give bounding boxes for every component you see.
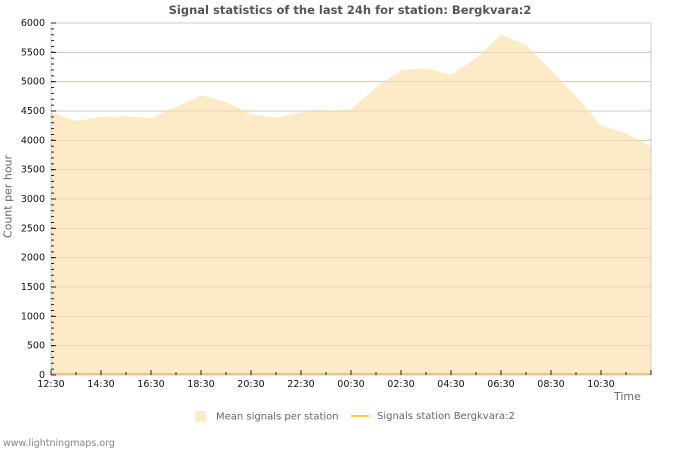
svg-text:18:30: 18:30 [187,379,214,390]
svg-text:04:30: 04:30 [437,379,464,390]
svg-text:3500: 3500 [21,165,45,176]
mean-signals-area [51,34,651,375]
legend-label-station: Signals station Bergkvara:2 [377,411,515,422]
line-swatch-icon [351,415,369,417]
svg-text:2500: 2500 [21,223,45,234]
svg-text:3000: 3000 [21,194,45,205]
x-axis-label: Time [614,390,641,403]
svg-text:1000: 1000 [21,311,45,322]
svg-text:2000: 2000 [21,253,45,264]
svg-text:20:30: 20:30 [237,379,264,390]
y-axis-ticks: 0 500 1000 1500 2000 2500 3000 3500 4000 4500 5000… [21,18,56,381]
y-axis-label: Count per hour [1,154,15,239]
svg-text:500: 500 [27,341,45,352]
svg-text:22:30: 22:30 [287,379,314,390]
svg-text:4500: 4500 [21,106,45,117]
svg-text:0: 0 [39,370,45,381]
svg-text:00:30: 00:30 [337,379,364,390]
svg-text:5000: 5000 [21,77,45,88]
footer-link[interactable]: www.lightningmaps.org [3,438,115,449]
svg-text:6000: 6000 [21,18,45,29]
svg-text:02:30: 02:30 [387,379,414,390]
svg-text:5500: 5500 [21,47,45,58]
svg-text:06:30: 06:30 [487,379,514,390]
svg-text:14:30: 14:30 [87,379,114,390]
svg-text:08:30: 08:30 [537,379,564,390]
svg-text:4000: 4000 [21,135,45,146]
svg-text:10:30: 10:30 [587,379,614,390]
svg-text:12:30: 12:30 [37,379,64,390]
x-axis-ticks: 12:30 14:30 16:30 18:30 20:30 22:30 00:30 02:30… [37,370,652,390]
svg-text:16:30: 16:30 [137,379,164,390]
area-swatch-icon [195,411,206,422]
chart-title: Signal statistics of the last 24h for st… [168,3,532,17]
legend-label-mean: Mean signals per station [216,411,339,423]
legend-item-mean[interactable]: Mean signals per station [195,411,339,423]
svg-text:1500: 1500 [21,282,45,293]
legend-item-station[interactable]: Signals station Bergkvara:2 [351,411,515,422]
